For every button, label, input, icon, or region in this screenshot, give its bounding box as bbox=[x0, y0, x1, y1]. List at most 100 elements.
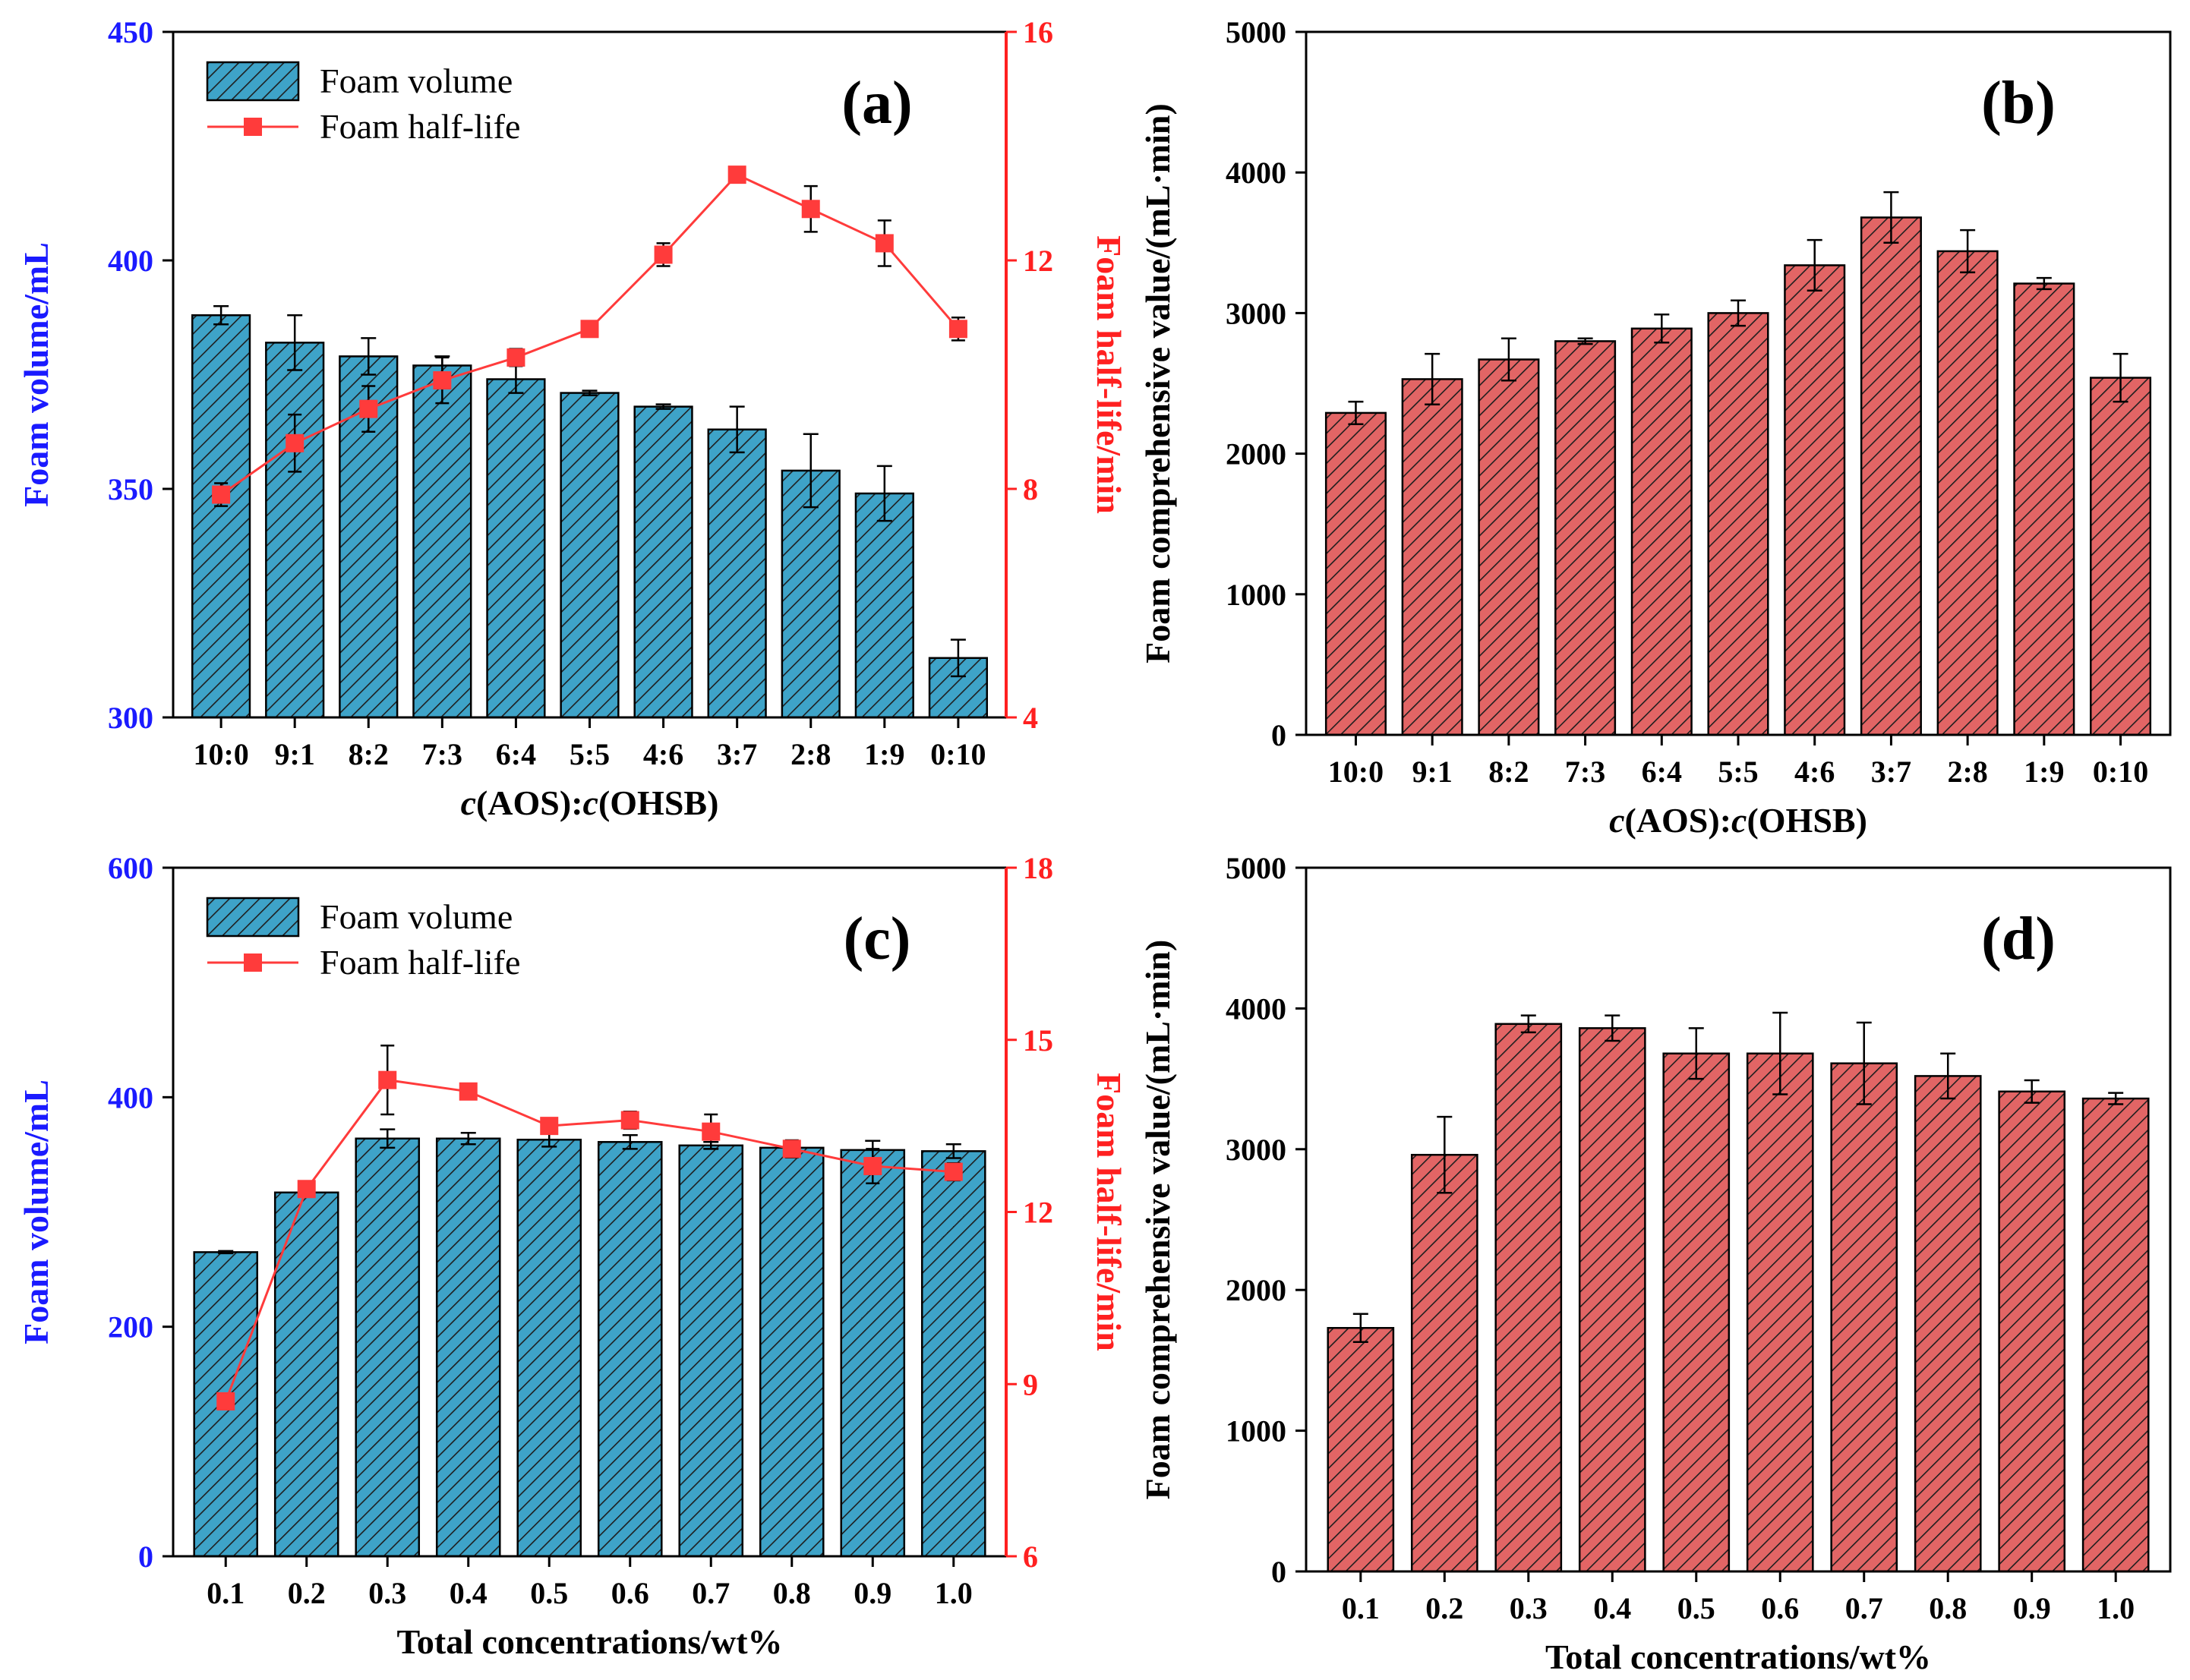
bar-b-7 bbox=[1860, 216, 1922, 736]
bar-b-6 bbox=[1784, 264, 1846, 736]
chart-panel-c: 0.1 0.2 0.3 0.4 0.5 0.6 0.7 0.8 0.9 1.0 0 200 400 600… bbox=[17, 851, 1128, 1661]
x-tick-label-b-0: 10:0 bbox=[1328, 755, 1384, 789]
legend-label-halflife-c: Foam half-life bbox=[320, 943, 520, 982]
panel-label-a: (a) bbox=[841, 70, 912, 137]
bar-b-8 bbox=[1936, 250, 1999, 736]
bar-a-9 bbox=[854, 492, 914, 719]
bar-c-1 bbox=[273, 1191, 339, 1558]
line-half-life-c bbox=[224, 1079, 954, 1402]
x-tick-label-d-4: 0.5 bbox=[1677, 1591, 1715, 1625]
bar-b-3 bbox=[1554, 340, 1617, 736]
bar-c-6 bbox=[678, 1144, 744, 1558]
point-c-5 bbox=[620, 1111, 639, 1130]
y-tick-label-d-2: 2000 bbox=[1226, 1273, 1286, 1307]
bar-c-9 bbox=[920, 1150, 986, 1558]
legend-swatch-marker-a bbox=[244, 118, 262, 136]
bar-b-9 bbox=[2013, 282, 2075, 736]
y2-tick-label-c-1: 9 bbox=[1023, 1367, 1038, 1401]
bar-d-4 bbox=[1662, 1052, 1731, 1573]
legend-swatch-bar-c bbox=[206, 897, 300, 938]
point-a-6 bbox=[654, 245, 673, 264]
bar-d-9 bbox=[2081, 1097, 2150, 1573]
y2-axis-label-a: Foam half-life/min bbox=[1090, 235, 1128, 514]
x-tick-label-d-0: 0.1 bbox=[1342, 1591, 1380, 1625]
y-tick-label-d-5: 5000 bbox=[1226, 851, 1286, 885]
y-tick-label-b-4: 4000 bbox=[1226, 156, 1286, 190]
x-tick-label-a-8: 2:8 bbox=[790, 737, 831, 771]
x-tick-label-b-6: 4:6 bbox=[1794, 755, 1835, 789]
x-tick-label-c-5: 0.6 bbox=[611, 1576, 649, 1610]
point-c-0 bbox=[216, 1392, 235, 1411]
y-tick-label-d-3: 3000 bbox=[1226, 1133, 1286, 1167]
point-a-3 bbox=[433, 371, 452, 390]
bar-d-1 bbox=[1410, 1153, 1478, 1573]
x-tick-label-a-3: 7:3 bbox=[422, 737, 462, 771]
x-tick-label-d-9: 1.0 bbox=[2097, 1591, 2135, 1625]
bar-d-8 bbox=[1998, 1090, 2066, 1573]
point-c-9 bbox=[944, 1162, 963, 1181]
bar-a-6 bbox=[633, 405, 693, 719]
panel-label-d: (d) bbox=[1981, 906, 2056, 972]
x-tick-label-a-1: 9:1 bbox=[275, 737, 315, 771]
x-tick-label-b-7: 3:7 bbox=[1871, 755, 1911, 789]
bar-b-0 bbox=[1324, 411, 1387, 736]
x-tick-label-b-8: 2:8 bbox=[1947, 755, 1987, 789]
plot-frame-d bbox=[1305, 866, 2172, 1573]
x-tick-label-b-5: 5:5 bbox=[1718, 755, 1758, 789]
y2-tick-label-a-0: 4 bbox=[1023, 701, 1038, 735]
bar-b-10 bbox=[2090, 377, 2152, 736]
chart-panel-b: 10:0 9:1 8:2 7:3 6:4 5:5 4:6 3:7 2:8 1:9 0:10 0 1000… bbox=[1138, 15, 2172, 840]
y-tick-label-b-5: 5000 bbox=[1226, 15, 1286, 49]
x-tick-label-d-7: 0.8 bbox=[1929, 1591, 1967, 1625]
y-tick-label-a-3: 450 bbox=[108, 15, 153, 49]
y-tick-label-b-3: 3000 bbox=[1226, 296, 1286, 330]
point-c-7 bbox=[782, 1139, 801, 1158]
bar-d-3 bbox=[1578, 1027, 1646, 1573]
y2-tick-label-c-3: 15 bbox=[1023, 1023, 1053, 1057]
bar-c-8 bbox=[840, 1149, 906, 1558]
x-tick-label-d-8: 0.9 bbox=[2013, 1591, 2051, 1625]
x-axis-label-a: c(AOS):c(OHSB) bbox=[461, 783, 719, 822]
x-axis-label-d: Total concentrations/wt% bbox=[1545, 1637, 1931, 1676]
chart-panel-a: 10:0 9:1 8:2 7:3 6:4 5:5 4:6 3:7 2:8 1:9 0:10 300 35… bbox=[17, 15, 1128, 822]
point-a-10 bbox=[948, 320, 967, 339]
x-tick-label-a-5: 5:5 bbox=[570, 737, 610, 771]
bar-a-5 bbox=[560, 392, 620, 719]
bar-d-2 bbox=[1494, 1023, 1563, 1573]
x-axis-label-b: c(AOS):c(OHSB) bbox=[1609, 801, 1867, 840]
x-tick-label-a-6: 4:6 bbox=[643, 737, 683, 771]
x-tick-label-d-3: 0.4 bbox=[1593, 1591, 1631, 1625]
x-tick-label-c-7: 0.8 bbox=[773, 1576, 811, 1610]
point-a-4 bbox=[506, 348, 525, 367]
x-tick-label-c-0: 0.1 bbox=[207, 1576, 245, 1610]
y-axis-label-c: Foam volume/mL bbox=[17, 1080, 55, 1344]
bar-b-5 bbox=[1707, 312, 1769, 736]
y-tick-label-d-4: 4000 bbox=[1226, 991, 1286, 1026]
x-tick-label-b-1: 9:1 bbox=[1412, 755, 1453, 789]
point-c-8 bbox=[863, 1157, 882, 1176]
y-tick-label-a-2: 400 bbox=[108, 244, 153, 278]
x-tick-label-d-2: 0.3 bbox=[1510, 1591, 1548, 1625]
chart-panel-d: 0.1 0.2 0.3 0.4 0.5 0.6 0.7 0.8 0.9 1.0 0 1000 2000 3… bbox=[1138, 851, 2172, 1676]
y-axis-label-a: Foam volume/mL bbox=[17, 242, 55, 507]
x-tick-label-c-8: 0.9 bbox=[854, 1576, 891, 1610]
point-a-0 bbox=[212, 485, 231, 504]
panel-label-b: (b) bbox=[1981, 70, 2056, 137]
bar-a-0 bbox=[191, 314, 251, 719]
y-tick-label-a-0: 300 bbox=[108, 701, 153, 735]
bar-c-2 bbox=[355, 1137, 421, 1558]
x-tick-label-b-2: 8:2 bbox=[1488, 755, 1529, 789]
point-a-2 bbox=[359, 399, 378, 418]
x-tick-label-d-6: 0.7 bbox=[1845, 1591, 1883, 1625]
legend-label-volume-a: Foam volume bbox=[320, 61, 513, 100]
bar-b-2 bbox=[1478, 358, 1540, 736]
y-tick-label-a-1: 350 bbox=[108, 472, 153, 506]
x-tick-label-a-10: 0:10 bbox=[930, 737, 986, 771]
bar-c-5 bbox=[597, 1141, 663, 1558]
point-c-1 bbox=[297, 1180, 316, 1199]
legend-swatch-bar-a bbox=[206, 61, 300, 102]
y-tick-label-b-2: 2000 bbox=[1226, 437, 1286, 471]
point-a-5 bbox=[580, 320, 599, 339]
point-c-2 bbox=[378, 1070, 397, 1089]
bar-d-7 bbox=[1914, 1075, 1982, 1573]
